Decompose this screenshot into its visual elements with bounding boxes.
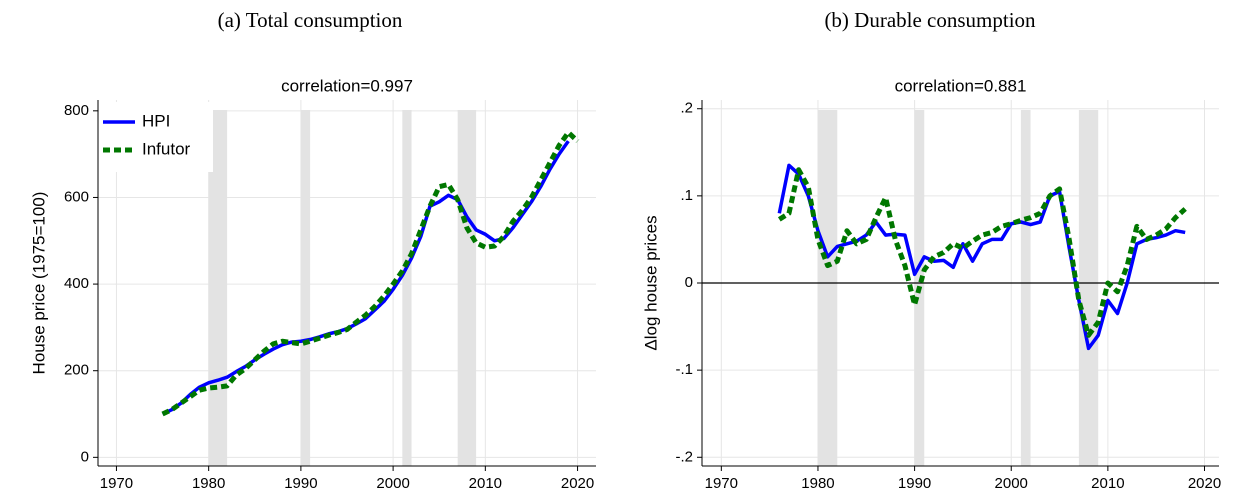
recession-band bbox=[402, 110, 412, 466]
x-tick-label: 1980 bbox=[801, 475, 834, 492]
y-tick-label: -.2 bbox=[675, 448, 693, 465]
y-tick-label: .2 bbox=[680, 100, 693, 117]
legend-label: HPI bbox=[142, 111, 170, 130]
x-tick-label: 1980 bbox=[192, 475, 225, 492]
y-tick-label: 200 bbox=[64, 362, 89, 379]
x-tick-label: 1990 bbox=[284, 475, 317, 492]
x-tick-label: 2010 bbox=[1091, 475, 1124, 492]
x-tick-label: 1970 bbox=[100, 475, 133, 492]
x-tick-label: 2020 bbox=[561, 475, 594, 492]
y-tick-label: 0 bbox=[685, 274, 693, 291]
series-line bbox=[777, 163, 1186, 351]
recession-band bbox=[300, 110, 311, 466]
legend-box bbox=[99, 102, 213, 172]
x-tick-label: 1990 bbox=[898, 475, 931, 492]
recession-band bbox=[1078, 110, 1099, 466]
recession-band bbox=[817, 110, 838, 466]
series-line bbox=[777, 167, 1187, 338]
chart-title: correlation=0.997 bbox=[281, 76, 413, 95]
recession-band bbox=[457, 110, 477, 466]
x-tick-label: 2000 bbox=[376, 475, 409, 492]
y-tick-label: .1 bbox=[680, 187, 693, 204]
y-tick-label: -.1 bbox=[675, 361, 693, 378]
recession-band bbox=[1020, 110, 1031, 466]
chart-title: correlation=0.881 bbox=[895, 76, 1027, 95]
x-tick-label: 2000 bbox=[995, 475, 1028, 492]
y-tick-label: 0 bbox=[81, 448, 89, 465]
panel-caption: (a) Total consumption bbox=[218, 8, 403, 32]
y-tick-label: 600 bbox=[64, 188, 89, 205]
panel-caption: (b) Durable consumption bbox=[824, 8, 1036, 32]
x-tick-label: 2020 bbox=[1188, 475, 1221, 492]
x-tick-label: 1970 bbox=[705, 475, 738, 492]
y-tick-label: 400 bbox=[64, 275, 89, 292]
y-axis-label: House price (1975=100) bbox=[29, 192, 48, 375]
x-tick-label: 2010 bbox=[469, 475, 502, 492]
y-axis-label: Δlog house prices bbox=[641, 215, 660, 350]
y-tick-label: 800 bbox=[64, 102, 89, 119]
legend-label: Infutor bbox=[142, 139, 191, 158]
series-line bbox=[161, 129, 580, 417]
